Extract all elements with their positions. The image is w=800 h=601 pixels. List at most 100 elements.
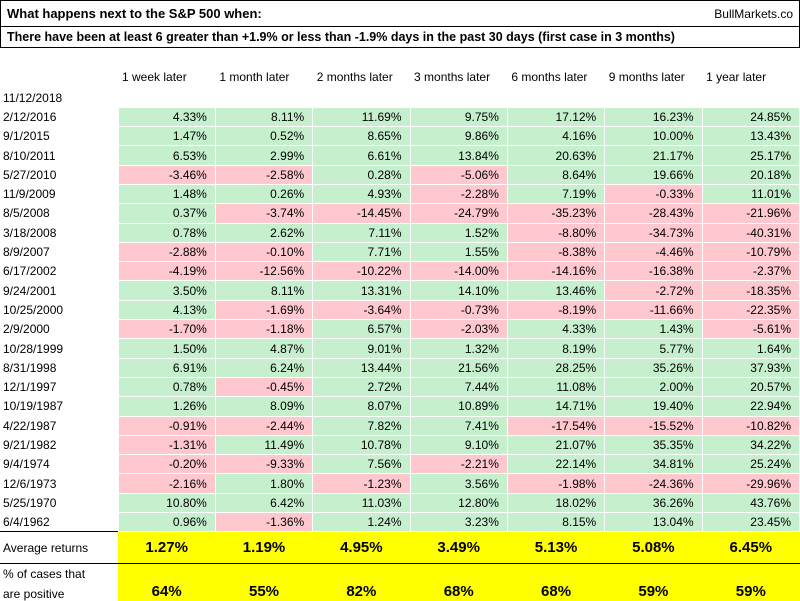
return-cell: 13.04% xyxy=(604,512,703,533)
return-cell: 13.44% xyxy=(312,357,411,378)
table-row: 12/6/1973 -2.16% 1.80% -1.23% 3.56% -1.98% -24… xyxy=(0,473,800,494)
summary-body: Average returns 1.27% 1.19% 4.95% 3.49% 5.13… xyxy=(0,531,800,601)
return-cell: -2.21% xyxy=(409,454,508,475)
return-cell: -3.64% xyxy=(312,299,411,321)
return-cell: 12.80% xyxy=(409,492,508,514)
return-cell: -3.74% xyxy=(214,203,314,224)
return-cell: 0.37% xyxy=(117,203,216,224)
percent-positive-value-row: are positive 64% 55% 82% 68% 68% 59% 59% xyxy=(0,582,800,601)
return-cell: 8.11% xyxy=(214,106,314,128)
return-cell: -1.70% xyxy=(117,319,216,340)
return-cell: -0.10% xyxy=(214,241,314,263)
column-header-2-months: 2 months later xyxy=(316,69,393,84)
title-row: What happens next to the S&P 500 when: B… xyxy=(1,1,799,27)
return-cell: 1.64% xyxy=(701,338,800,359)
return-cell: 8.64% xyxy=(506,164,606,185)
return-cell: -10.79% xyxy=(701,241,800,263)
table-row: 11/12/2018 xyxy=(0,87,800,108)
average-return-cell: 6.45% xyxy=(702,531,800,565)
return-cell: -15.52% xyxy=(604,415,703,436)
return-cell: 34.81% xyxy=(604,454,703,475)
average-return-cell: 3.49% xyxy=(410,531,508,565)
empty-cell xyxy=(604,87,703,108)
row-date: 11/12/2018 xyxy=(0,88,118,108)
return-cell: 36.26% xyxy=(604,492,703,514)
average-return-cell: 5.13% xyxy=(507,531,605,565)
title-block: What happens next to the S&P 500 when: B… xyxy=(0,0,800,48)
return-cell: 19.66% xyxy=(604,164,703,185)
return-cell: 1.48% xyxy=(117,183,216,205)
highlight-fill-cell xyxy=(507,563,605,583)
return-cell: 7.41% xyxy=(409,415,508,436)
return-cell: -1.98% xyxy=(506,473,606,494)
return-cell: 5.77% xyxy=(604,338,703,359)
table-row: 5/27/2010 -3.46% -2.58% 0.28% -5.06% 8.64% 19.… xyxy=(0,164,800,185)
returns-table: 1 week later 1 month later 2 months late… xyxy=(0,61,800,601)
return-cell: 2.00% xyxy=(604,376,703,398)
highlight-fill-cell xyxy=(118,563,216,583)
return-cell: 2.99% xyxy=(214,145,314,166)
return-cell: -2.28% xyxy=(409,183,508,205)
table-row: 9/4/1974 -0.20% -9.33% 7.56% -2.21% 22.14% 34.… xyxy=(0,454,800,475)
return-cell: 7.56% xyxy=(312,454,411,475)
return-cell: 13.84% xyxy=(409,145,508,166)
return-cell: 14.10% xyxy=(409,280,508,301)
table-body: 11/12/2018 2/12/2016 4.33% 8.11% 11.69% 9.75%… xyxy=(0,87,800,533)
table-row: 8/5/2008 0.37% -3.74% -14.45% -24.79% -35.23%… xyxy=(0,203,800,224)
return-cell: -2.72% xyxy=(604,280,703,301)
average-returns-row: Average returns 1.27% 1.19% 4.95% 3.49% 5.13… xyxy=(0,531,800,565)
empty-cell xyxy=(409,87,508,108)
return-cell: -8.19% xyxy=(506,299,606,321)
return-cell: -5.06% xyxy=(409,164,508,185)
return-cell: 11.49% xyxy=(214,434,314,456)
return-cell: 0.26% xyxy=(214,183,314,205)
return-cell: 1.32% xyxy=(409,338,508,359)
row-date: 9/21/1982 xyxy=(0,435,118,455)
return-cell: -1.18% xyxy=(214,319,314,340)
return-cell: -5.61% xyxy=(701,319,800,340)
return-cell: 21.56% xyxy=(409,357,508,378)
return-cell: 14.71% xyxy=(506,396,606,417)
return-cell: 7.19% xyxy=(506,183,606,205)
return-cell: 20.57% xyxy=(701,376,800,398)
column-header-9-months: 9 months later xyxy=(608,69,685,84)
return-cell: -0.73% xyxy=(409,299,508,321)
percent-positive-fill-row: % of cases that xyxy=(0,563,800,583)
table-row: 6/17/2002 -4.19% -12.56% -10.22% -14.00% -14.… xyxy=(0,261,800,282)
column-header-1-month: 1 month later xyxy=(219,69,290,84)
return-cell: 9.10% xyxy=(409,434,508,456)
return-cell: 25.24% xyxy=(701,454,800,475)
return-cell: 24.85% xyxy=(701,106,800,128)
return-cell: 10.00% xyxy=(604,126,703,147)
table-header: 1 week later 1 month later 2 months late… xyxy=(0,61,800,88)
table-row: 4/22/1987 -0.91% -2.44% 7.82% 7.41% -17.54% -1… xyxy=(0,415,800,436)
return-cell: -8.80% xyxy=(506,222,606,243)
return-cell: 9.86% xyxy=(409,126,508,147)
return-cell: -24.79% xyxy=(409,203,508,224)
return-cell: 4.87% xyxy=(214,338,314,359)
table-row: 10/25/2000 4.13% -1.69% -3.64% -0.73% -8.19% -… xyxy=(0,299,800,321)
table-row: 9/1/2015 1.47% 0.52% 8.65% 9.86% 4.16% 10.00% 1… xyxy=(0,126,800,147)
return-cell: 6.91% xyxy=(117,357,216,378)
row-date: 9/24/2001 xyxy=(0,280,118,301)
return-cell: 37.93% xyxy=(701,357,800,378)
highlight-fill-cell xyxy=(410,563,508,583)
return-cell: -35.23% xyxy=(506,203,606,224)
return-cell: -1.36% xyxy=(214,512,314,533)
highlight-fill-cell xyxy=(604,563,703,583)
return-cell: 22.14% xyxy=(506,454,606,475)
return-cell: -28.43% xyxy=(604,203,703,224)
row-date: 8/9/2007 xyxy=(0,242,118,262)
spacer xyxy=(0,48,800,61)
return-cell: 10.89% xyxy=(409,396,508,417)
return-cell: 3.23% xyxy=(409,512,508,533)
return-cell: 11.08% xyxy=(506,376,606,398)
return-cell: 0.52% xyxy=(214,126,314,147)
row-date: 10/28/1999 xyxy=(0,338,118,359)
return-cell: 9.01% xyxy=(312,338,411,359)
empty-cell xyxy=(312,87,411,108)
return-cell: -22.35% xyxy=(701,299,800,321)
return-cell: 1.43% xyxy=(604,319,703,340)
empty-cell xyxy=(701,87,800,108)
return-cell: 1.52% xyxy=(409,222,508,243)
